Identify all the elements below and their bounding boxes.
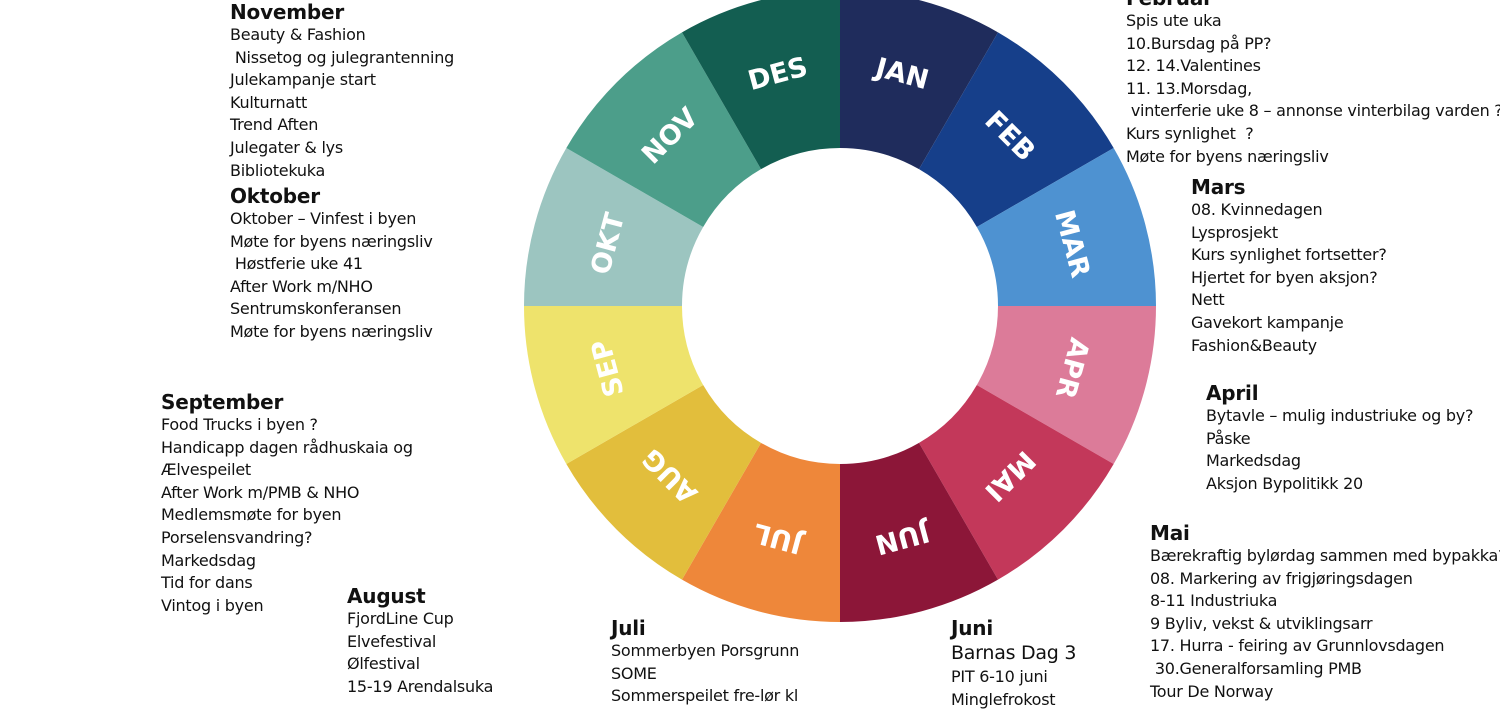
wheel-segment-feb (919, 32, 1114, 228)
mars-item: Nett (1191, 290, 1225, 310)
august-item: 15-19 Arendalsuka (347, 676, 494, 696)
februar-item: 12. 14.Valentines (1126, 56, 1261, 76)
september-item: Food Trucks i byen ? (161, 415, 318, 434)
block-februar: FebruarSpis ute uka 10.Bursdag på PP? 12. … (1126, 0, 1500, 168)
mai-item: 08. Markering av frigjøringsdagen (1150, 568, 1413, 588)
wheel-segment-sep (524, 306, 704, 464)
mars-item: 08. Kvinnedagen (1191, 200, 1323, 219)
juli-item: Sommerbyen Porsgrunn (611, 641, 800, 660)
februar-item: vinterferie uke 8 – annonse vinterbilag … (1126, 101, 1500, 121)
block-juli: Juli Sommerbyen Porsgrunn SOME Sommerspeile… (611, 616, 799, 708)
oktober-item: Møte for byens næringsliv (230, 231, 433, 251)
block-oktober-title: Oktober (230, 184, 320, 208)
wheel-segment-nov (566, 32, 761, 228)
wheel-segment-mar (976, 148, 1156, 306)
oktober-item: Møte for byens næringsliv (230, 321, 433, 341)
september-item: Vintog i byen (161, 595, 264, 615)
block-oktober: Oktober Oktober – Vinfest i byen Møte for … (230, 184, 433, 344)
mars-item: Lysprosjekt (1191, 222, 1278, 242)
september-item: After Work m/PMB & NHO (161, 482, 360, 502)
april-item: Påske (1206, 428, 1251, 448)
november-item: Kulturnatt (230, 92, 307, 112)
juli-item: SOME (611, 663, 657, 683)
mai-item: 30.Generalforsamling PMB (1150, 658, 1362, 678)
oktober-item: After Work m/NHO (230, 276, 373, 296)
block-april-title: April (1206, 381, 1259, 405)
block-juni-title: Juni (951, 616, 993, 640)
februar-item: 11. 13.Morsdag, (1126, 78, 1252, 98)
juni-item: Barnas Dag 3 (951, 642, 1077, 664)
november-item: Trend Aften (230, 115, 319, 135)
mars-item: Hjertet for byen aksjon? (1191, 267, 1378, 287)
mai-item: Bærekraftig bylørdag sammen med bypakka? (1150, 546, 1500, 565)
august-item: Ølfestival (347, 654, 420, 674)
wheel-segment-des (682, 0, 840, 170)
oktober-item: Oktober – Vinfest i byen (230, 209, 417, 228)
wheel-segment-apr (976, 306, 1156, 464)
block-september: September Food Trucks i byen ? Handicapp d… (161, 390, 413, 617)
april-item: Markedsdag (1206, 451, 1301, 471)
mai-item: Tour De Norway (1150, 681, 1274, 701)
block-november: November Beauty & Fashion Nissetog og jul… (230, 0, 454, 182)
september-item: Markedsdag (161, 550, 256, 570)
juli-item: Sommerspeilet fre-lør kl (611, 686, 799, 706)
november-item: Bibliotekuka (230, 160, 326, 180)
mai-item: 8-11 Industriuka (1150, 591, 1278, 611)
mai-item: 17. Hurra - feiring av Grunnlovsdagen (1150, 636, 1445, 656)
block-august: August FjordLine Cup Elvefestival Ølfestiva… (347, 584, 493, 698)
februar-item: 10.Bursdag på PP? (1126, 33, 1272, 53)
februar-item: Møte for byens næringsliv (1126, 146, 1329, 166)
september-item: Ælvespeilet (161, 460, 251, 480)
februar-item: Spis ute uka (1126, 11, 1222, 30)
block-juni: Juni Barnas Dag 3 PIT 6-10 juni Minglefroko… (951, 616, 1077, 711)
august-item: FjordLine Cup (347, 609, 454, 628)
august-item: Elvefestival (347, 631, 437, 651)
oktober-item: Sentrumskonferansen (230, 299, 402, 319)
september-item: Medlemsmøte for byen (161, 505, 342, 525)
wheel-segment-jul (682, 442, 840, 622)
april-item: Aksjon Bypolitikk 20 (1206, 473, 1363, 493)
wheel-segment-jun (840, 442, 998, 622)
block-august-title: August (347, 584, 426, 608)
wheel-segment-mai (919, 385, 1114, 580)
mars-item: Fashion&Beauty (1191, 335, 1317, 355)
september-item: Handicapp dagen rådhuskaia og (161, 437, 413, 457)
november-item: Julekampanje start (230, 70, 376, 90)
block-mars-title: Mars (1191, 175, 1246, 199)
november-item: Nissetog og julegrantenning (230, 47, 455, 67)
block-mai-title: Mai (1150, 521, 1190, 545)
wheel-segment-jan (840, 0, 998, 170)
november-item: Julegater & lys (230, 137, 343, 157)
juni-item: PIT 6-10 juni (951, 667, 1048, 686)
februar-item: Kurs synlighet ? (1126, 123, 1254, 143)
block-februar-title: Februar (1126, 0, 1500, 10)
block-mars: Mars 08. Kvinnedagen Lysprosjekt Kurs synli… (1191, 175, 1387, 357)
mars-item: Gavekort kampanje (1191, 312, 1344, 332)
september-item: Porselensvandring? (161, 527, 313, 547)
block-mai: Mai Bærekraftig bylørdag sammen med bypak… (1150, 521, 1500, 703)
block-september-title: September (161, 390, 284, 414)
april-item: Bytavle – mulig industriuke og by? (1206, 406, 1474, 425)
wheel-segment-aug (566, 385, 761, 580)
block-april: April Bytavle – mulig industriuke og by? P… (1206, 381, 1474, 495)
mars-item: Kurs synlighet fortsetter? (1191, 245, 1387, 265)
block-november-title: November (230, 0, 345, 24)
wheel-segment-okt (524, 148, 704, 306)
block-juli-title: Juli (611, 616, 646, 640)
oktober-item: Høstferie uke 41 (230, 254, 363, 274)
november-item: Beauty & Fashion (230, 25, 366, 44)
september-item: Tid for dans (161, 573, 253, 593)
mai-item: 9 Byliv, vekst & utviklingsarr (1150, 613, 1373, 633)
